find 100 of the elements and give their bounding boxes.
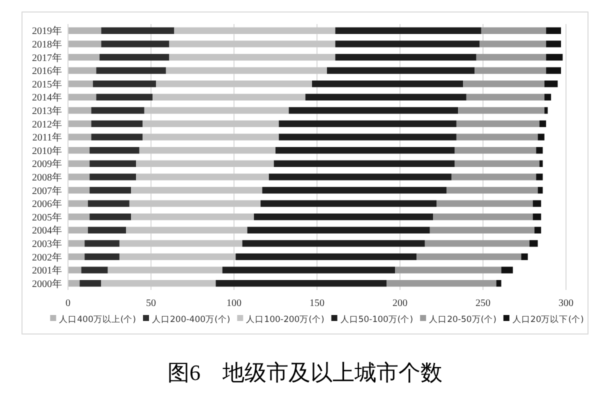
bar [142,134,279,140]
bar [101,27,174,34]
y-tick-label: 2017年 [32,52,62,64]
bar [68,214,90,220]
bar [236,253,417,260]
bar [424,240,530,247]
legend-label: 人口20万以下(个) [512,314,584,325]
bar [119,253,236,260]
bar [538,186,543,194]
bar [92,80,156,88]
bar [458,107,544,114]
bar [131,186,262,194]
bar [80,280,102,287]
bar [335,54,476,61]
bar [274,160,455,167]
bar [84,253,120,260]
y-tick-label: 2018年 [32,38,62,50]
y-tick-label: 2009年 [32,158,62,170]
bar [68,280,80,287]
bar [108,266,222,274]
bar [136,160,274,167]
text: 图6 地级市及以上城市个数 [168,360,442,385]
bar [430,226,534,234]
y-tick-label: 2005年 [32,211,62,224]
y-tick-label: 2019年 [32,25,62,38]
bar [68,174,90,180]
bar [68,200,88,207]
bar [262,186,446,194]
bar [451,174,536,180]
legend-label: 人口200-400万(个) [152,314,230,325]
legend-label: 人口50-100万(个) [340,314,414,325]
bar [68,27,102,34]
bar [90,174,136,180]
y-tick-label: 2014年 [32,92,62,104]
bar [174,27,336,34]
bar [216,280,387,287]
x-tick-label: 50 [146,298,156,309]
bar [312,80,464,88]
bar [416,253,522,260]
bar [68,40,102,48]
bar [496,280,502,287]
y-tick-label: 2003年 [32,238,62,250]
bar [169,54,336,61]
bar [81,266,108,274]
bar [521,253,528,260]
bar [68,226,88,234]
y-tick-label: 2012年 [32,118,62,130]
y-tick-label: 2001年 [32,264,62,277]
bar [144,107,289,114]
bar [68,67,96,74]
bar [68,240,85,247]
bar [129,200,261,207]
bar [386,280,496,287]
bar [446,186,538,194]
bar [139,147,276,154]
bar [152,94,306,100]
x-tick-label: 250 [476,298,490,309]
bar [546,67,562,74]
bar [544,80,558,88]
bar [276,147,455,154]
bar [529,240,538,247]
legend-label: 人口100-200万(个) [246,314,324,325]
bar [90,214,132,220]
bar [463,80,544,88]
y-tick-label: 2008年 [32,171,62,184]
y-tick-label: 2010年 [32,144,62,157]
bar [68,54,100,61]
bar [68,120,92,128]
bar [247,226,430,234]
bar [326,67,475,74]
bar [68,253,85,260]
x-tick-label: 300 [558,298,574,309]
bar [169,40,336,48]
bar [546,54,563,61]
bar [466,94,544,100]
bar [119,240,242,247]
y-tick-label: 2006年 [32,198,62,210]
bar [222,266,396,274]
y-tick-label: 2002年 [32,251,62,264]
y-tick-label: 2000年 [32,278,62,290]
bar [68,134,92,140]
bar [68,266,82,274]
x-tick-label: 150 [310,298,324,309]
bar [242,240,425,247]
bar [436,200,533,207]
bar [136,174,269,180]
bar [335,27,482,34]
bar [90,147,140,154]
bar [534,226,542,234]
bar [126,226,248,234]
bar [166,67,327,74]
y-tick-label: 2016年 [32,65,62,78]
bar [305,94,466,100]
bar [481,27,546,34]
bar [278,134,456,140]
bar [335,40,480,48]
bar [68,107,92,114]
bar [546,40,562,48]
bar [433,214,533,220]
bar [68,160,90,167]
